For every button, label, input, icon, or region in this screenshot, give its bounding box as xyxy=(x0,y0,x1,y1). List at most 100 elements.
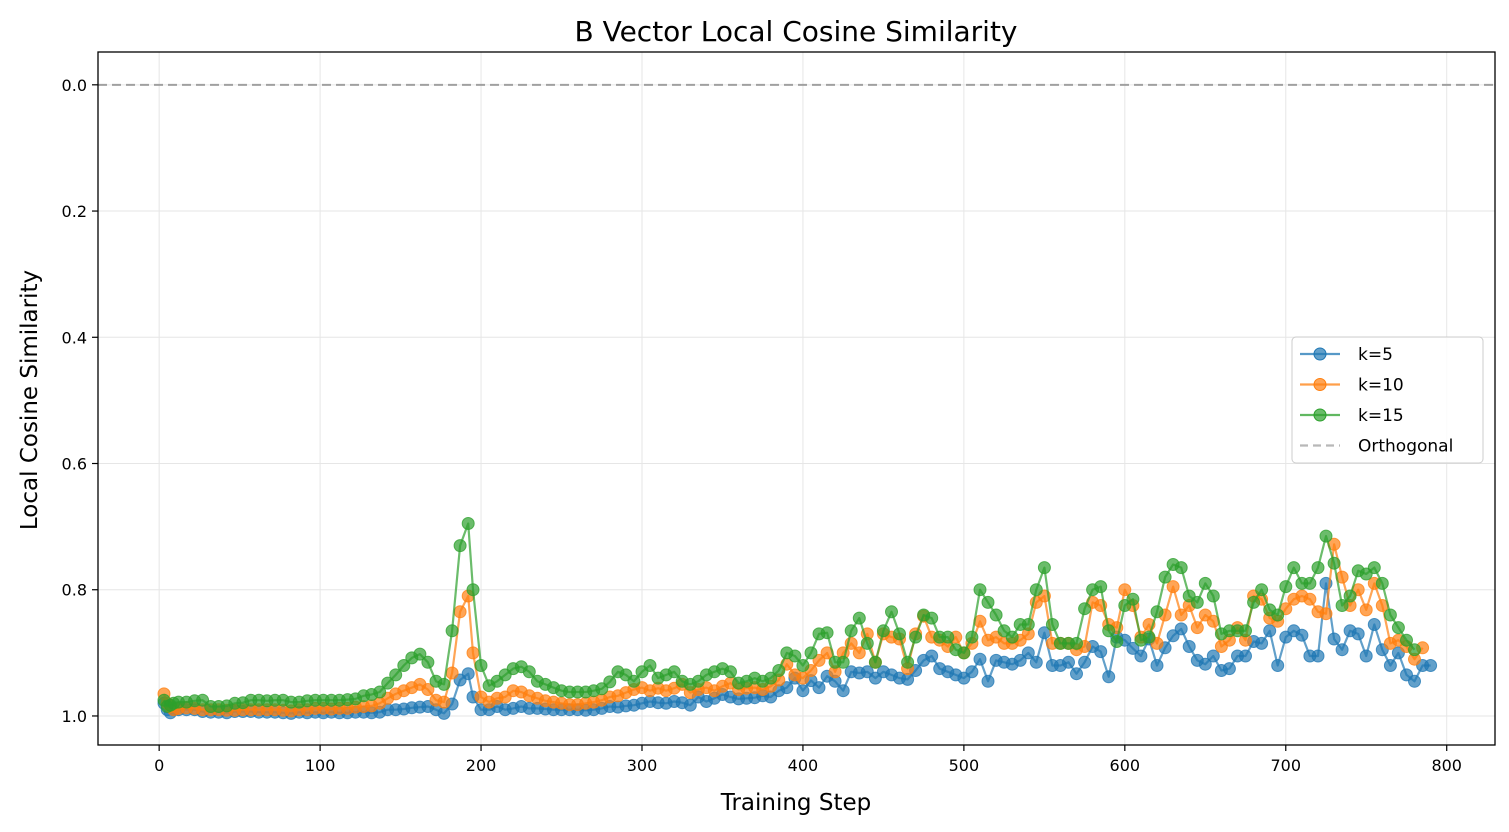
data-point xyxy=(1182,640,1196,653)
data-point xyxy=(788,649,802,663)
data-point xyxy=(1070,667,1083,681)
data-point xyxy=(1045,618,1059,631)
data-point xyxy=(1279,580,1293,594)
data-point xyxy=(474,659,488,672)
data-point xyxy=(796,659,810,672)
data-point xyxy=(1070,636,1083,650)
x-tick-label: 100 xyxy=(305,756,336,775)
data-point xyxy=(1311,649,1325,663)
data-point xyxy=(1158,570,1172,584)
data-point xyxy=(397,659,411,672)
data-point xyxy=(1375,576,1389,590)
data-point xyxy=(1303,592,1317,606)
data-point xyxy=(1311,561,1325,575)
data-point xyxy=(1359,603,1373,617)
data-point xyxy=(1078,655,1092,669)
data-point xyxy=(461,667,475,681)
series-k-15 xyxy=(157,517,1421,713)
data-point xyxy=(764,671,778,685)
data-point xyxy=(1263,624,1277,638)
data-point xyxy=(1174,608,1188,622)
data-point xyxy=(1198,576,1212,590)
x-tick-label: 200 xyxy=(466,756,497,775)
data-point xyxy=(1013,653,1027,667)
legend: k=5 k=10 k=15 Orthogonal xyxy=(1291,336,1484,464)
chart-title: B Vector Local Cosine Similarity xyxy=(574,15,1017,48)
data-point xyxy=(1198,657,1212,671)
data-point xyxy=(965,665,979,679)
data-point xyxy=(1383,608,1397,622)
data-point xyxy=(1319,607,1333,621)
data-point xyxy=(1271,608,1285,622)
data-point xyxy=(1383,659,1397,672)
y-tick-label: 1.0 xyxy=(62,707,87,726)
data-point xyxy=(1142,630,1156,644)
legend-swatch-marker xyxy=(1313,347,1327,361)
data-point xyxy=(1367,561,1381,575)
x-tick-label: 0 xyxy=(154,756,164,775)
series-group xyxy=(157,517,1438,720)
data-point xyxy=(1239,624,1252,638)
data-point xyxy=(1118,583,1132,597)
data-point xyxy=(453,539,467,553)
data-point xyxy=(413,647,427,661)
data-point xyxy=(683,698,697,712)
legend-label: k=5 xyxy=(1358,345,1393,365)
data-point xyxy=(812,681,826,695)
data-point xyxy=(1408,643,1421,657)
data-point xyxy=(844,624,858,638)
data-point xyxy=(1150,659,1164,672)
x-axis-ticks: 0 100 200 300 400 500 600 700 800 xyxy=(154,745,1462,775)
data-point xyxy=(981,595,995,609)
data-point xyxy=(1166,580,1180,594)
data-point xyxy=(373,685,387,699)
data-point xyxy=(1255,583,1269,597)
legend-label: k=15 xyxy=(1358,406,1404,426)
data-point xyxy=(796,671,810,685)
data-point xyxy=(780,681,794,695)
data-point xyxy=(1343,589,1357,603)
legend-label: Orthogonal xyxy=(1358,437,1453,457)
data-point xyxy=(772,664,786,677)
data-point xyxy=(1335,643,1349,657)
data-point xyxy=(1327,556,1341,570)
legend-entry: k=10 xyxy=(1300,376,1404,396)
data-point xyxy=(941,630,955,644)
data-point xyxy=(796,684,810,698)
x-axis-label: Training Step xyxy=(720,790,871,816)
data-point xyxy=(1408,674,1421,688)
data-point xyxy=(1367,618,1381,631)
data-point xyxy=(627,674,641,688)
data-point xyxy=(1247,595,1261,609)
data-point xyxy=(1327,632,1341,646)
data-point xyxy=(981,674,995,688)
data-point xyxy=(1021,618,1035,631)
data-point xyxy=(1062,655,1075,669)
data-point xyxy=(1319,529,1333,543)
data-point xyxy=(445,624,459,638)
data-point xyxy=(852,611,866,625)
y-tick-label: 0.2 xyxy=(62,202,87,221)
data-point xyxy=(1295,628,1309,642)
data-point xyxy=(965,630,979,644)
data-point xyxy=(466,583,480,597)
data-point xyxy=(893,627,906,641)
data-point xyxy=(957,646,971,660)
x-tick-label: 800 xyxy=(1431,756,1462,775)
data-point xyxy=(973,652,987,666)
data-point xyxy=(643,659,657,672)
data-point xyxy=(804,646,818,660)
data-point xyxy=(466,646,480,660)
data-point xyxy=(667,665,681,679)
data-point xyxy=(1078,602,1092,616)
data-point xyxy=(1029,583,1043,597)
data-point xyxy=(453,605,467,619)
x-tick-label: 400 xyxy=(788,756,819,775)
data-point xyxy=(1359,649,1373,663)
data-point xyxy=(421,655,435,669)
data-point xyxy=(445,666,459,680)
data-point xyxy=(1391,621,1405,635)
y-tick-label: 0.0 xyxy=(62,76,87,95)
data-point xyxy=(836,684,850,698)
